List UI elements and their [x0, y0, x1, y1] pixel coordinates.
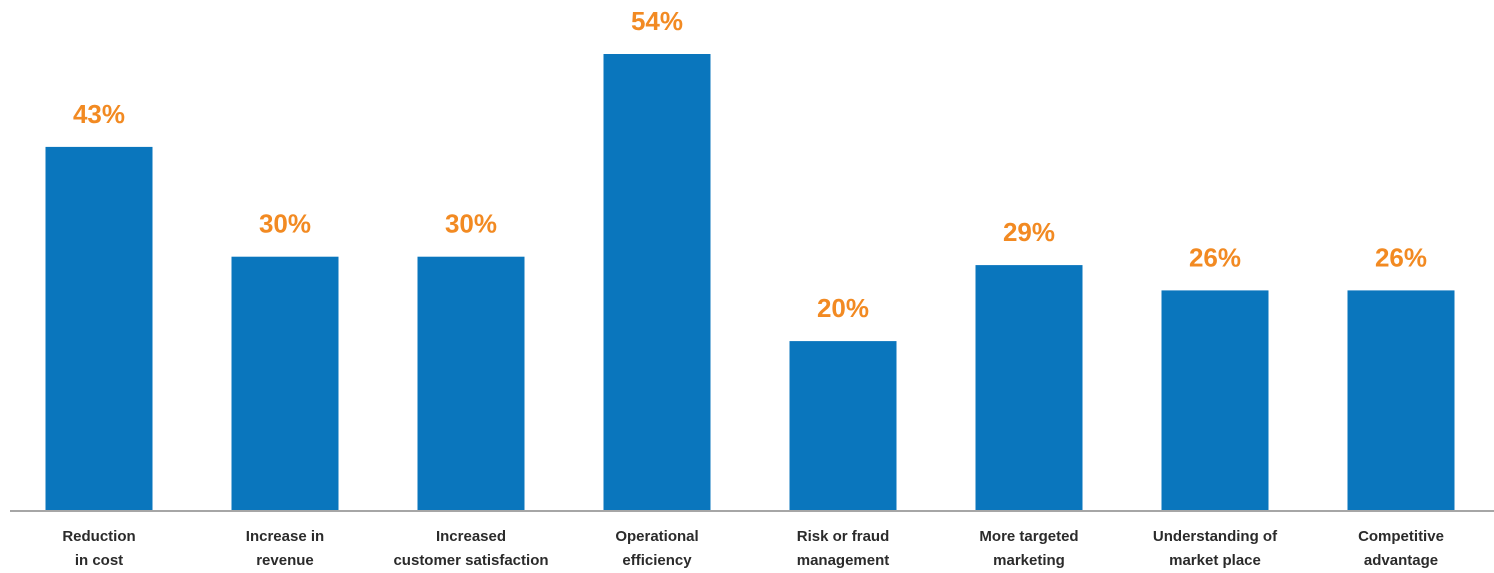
category-label-line: Operational: [615, 528, 698, 545]
bar: [1161, 290, 1269, 510]
value-label: 43%: [73, 99, 125, 129]
bar: [417, 256, 525, 510]
bars-layer: [45, 54, 1455, 510]
bar: [789, 341, 897, 510]
value-label: 30%: [259, 209, 311, 239]
bar: [603, 54, 711, 510]
category-label: Increase in revenue: [246, 528, 324, 569]
category-label: Operational efficiency: [615, 528, 698, 569]
category-label: Competitive advantage: [1358, 528, 1444, 569]
category-label-line: Reduction: [62, 528, 135, 545]
value-label: 26%: [1189, 242, 1241, 272]
value-label: 20%: [817, 293, 869, 323]
category-label: Reduction in cost: [62, 528, 135, 569]
category-label: Increased customer satisfaction: [393, 528, 548, 569]
category-label-line: advantage: [1364, 552, 1438, 569]
value-label: 26%: [1375, 242, 1427, 272]
category-label: More targeted marketing: [979, 528, 1078, 569]
value-label: 29%: [1003, 217, 1055, 247]
bar: [975, 265, 1083, 510]
category-label-line: Risk or fraud: [797, 528, 890, 545]
category-label-line: market place: [1169, 552, 1261, 569]
category-label-line: marketing: [993, 552, 1065, 569]
category-label: Risk or fraud management: [797, 528, 890, 569]
category-label-line: efficiency: [622, 552, 692, 569]
bar: [45, 146, 153, 510]
category-label-line: management: [797, 552, 890, 569]
category-label: Understanding of market place: [1153, 528, 1278, 569]
category-label-line: revenue: [256, 552, 314, 569]
category-label-line: customer satisfaction: [393, 552, 548, 569]
category-label-line: in cost: [75, 552, 123, 569]
bar: [1347, 290, 1455, 510]
value-label: 54%: [631, 6, 683, 36]
category-label-line: Increased: [436, 528, 506, 545]
value-labels-layer: 43% 30% 30% 54% 20% 29% 26% 26%: [73, 6, 1427, 323]
category-label-line: Increase in: [246, 528, 324, 545]
category-label-line: Competitive: [1358, 528, 1444, 545]
category-label-line: Understanding of: [1153, 528, 1278, 545]
bar: [231, 256, 339, 510]
category-label-line: More targeted: [979, 528, 1078, 545]
value-label: 30%: [445, 209, 497, 239]
